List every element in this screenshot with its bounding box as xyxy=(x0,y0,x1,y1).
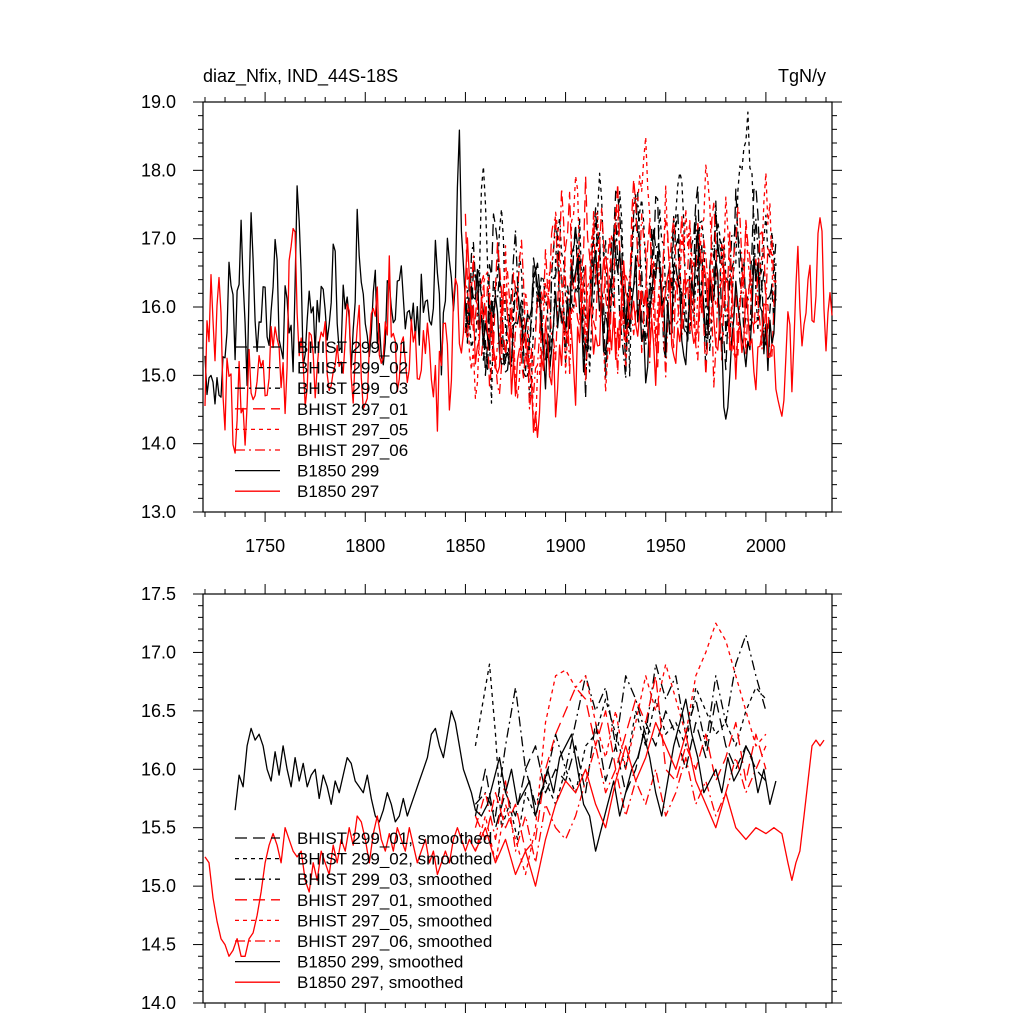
legend-label: BHIST 297_05 xyxy=(297,420,408,439)
plot-frame-bottom xyxy=(202,593,833,1004)
y-tick-label: 16.0 xyxy=(141,759,176,779)
y-tick-label: 15.0 xyxy=(141,876,176,896)
y-tick-label: 15.5 xyxy=(141,818,176,838)
legend-label: B1850 299 xyxy=(297,462,379,481)
axis-ticks-top: 1750 1800 1850 1900 1950 2000 13.0 14.0 15.0 16.0… xyxy=(141,92,842,556)
y-tick-label: 14.0 xyxy=(141,993,176,1013)
panel-bottom-smoothed: 14.0 14.5 15.0 15.5 16.0 16.5 17.0 17.5 BHIST 2… xyxy=(141,584,842,1013)
series-line-bhist-299-02-smoothed xyxy=(474,663,767,841)
series-line-b1850-297 xyxy=(204,217,833,454)
y-tick-label: 13.0 xyxy=(141,502,176,522)
x-tick-label: 1850 xyxy=(445,536,485,556)
series-line-b1850-299-smoothed xyxy=(234,698,777,852)
series-group-bottom xyxy=(204,622,825,957)
legend-label: B1850 297 xyxy=(297,482,379,501)
series-line-bhist-299-01-smoothed xyxy=(474,698,767,829)
legend-bottom: BHIST 299_01, smoothed BHIST 299_02, smoo… xyxy=(235,829,492,992)
y-tick-label: 16.0 xyxy=(141,297,176,317)
y-tick-label: 16.5 xyxy=(141,701,176,721)
legend-label: BHIST 299_03 xyxy=(297,379,408,398)
series-line-bhist-299-03-smoothed xyxy=(474,634,767,817)
legend-label: BHIST 299_01, smoothed xyxy=(297,829,492,848)
x-tick-label: 1750 xyxy=(245,536,285,556)
y-tick-label: 15.0 xyxy=(141,365,176,385)
left-title: diaz_Nfix, IND_44S-18S xyxy=(203,66,398,87)
legend-label: BHIST 297_06 xyxy=(297,441,408,460)
y-tick-label: 17.0 xyxy=(141,229,176,249)
series-line-bhist-297-05 xyxy=(464,136,777,434)
legend-label: BHIST 299_03, smoothed xyxy=(297,870,492,889)
y-tick-label: 14.5 xyxy=(141,935,176,955)
y-tick-label: 18.0 xyxy=(141,160,176,180)
y-tick-label: 19.0 xyxy=(141,92,176,112)
panel-top-raw: 1750 1800 1850 1900 1950 2000 13.0 14.0 15.0 16.0… xyxy=(141,92,842,556)
y-tick-label: 17.0 xyxy=(141,642,176,662)
legend-label: BHIST 299_01 xyxy=(297,338,408,357)
legend-label: BHIST 297_01, smoothed xyxy=(297,891,492,910)
x-tick-label: 1950 xyxy=(646,536,686,556)
series-line-b1850-297-smoothed xyxy=(204,721,825,957)
x-tick-label: 1900 xyxy=(546,536,586,556)
legend-label: BHIST 297_06, smoothed xyxy=(297,932,492,951)
legend-label: BHIST 297_01 xyxy=(297,400,408,419)
right-title: TgN/y xyxy=(778,66,826,86)
series-line-bhist-299-01 xyxy=(464,185,777,399)
legend-label: BHIST 297_05, smoothed xyxy=(297,911,492,930)
x-tick-label: 2000 xyxy=(746,536,786,556)
series-group-top xyxy=(204,111,833,454)
series-line-bhist-297-06-smoothed xyxy=(474,745,767,864)
legend-label: B1850 297, smoothed xyxy=(297,973,463,992)
legend-label: BHIST 299_02, smoothed xyxy=(297,850,492,869)
series-line-bhist-297-05-smoothed xyxy=(474,622,767,876)
x-tick-label: 1800 xyxy=(345,536,385,556)
legend-label: BHIST 299_02 xyxy=(297,359,408,378)
legend-label: B1850 299, smoothed xyxy=(297,953,463,972)
axis-ticks-bottom: 14.0 14.5 15.0 15.5 16.0 16.5 17.0 17.5 xyxy=(141,584,842,1013)
y-tick-label: 17.5 xyxy=(141,584,176,604)
y-tick-label: 14.0 xyxy=(141,434,176,454)
